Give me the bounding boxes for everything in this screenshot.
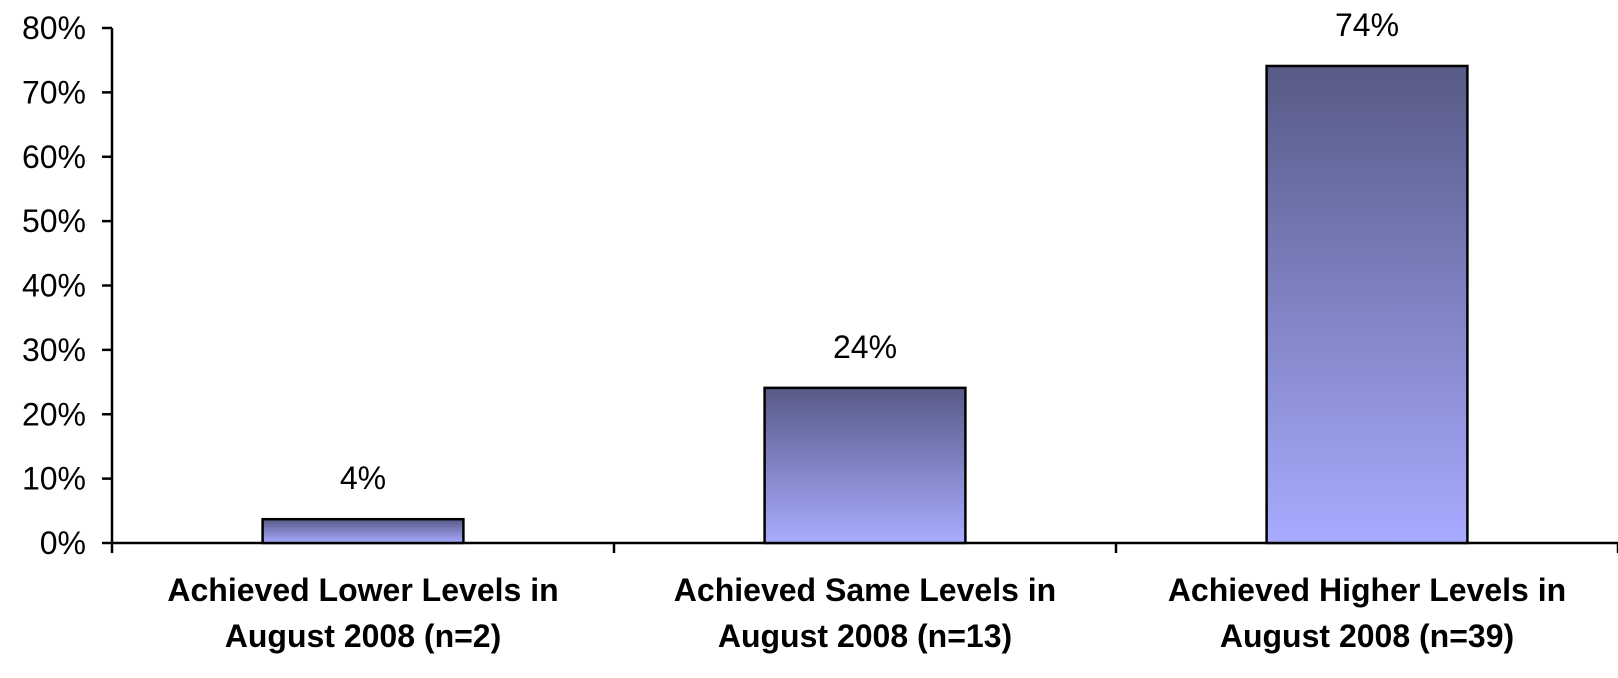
category-label: Achieved Lower Levels in bbox=[167, 572, 558, 608]
bars bbox=[261, 64, 1469, 545]
y-tick-label: 20% bbox=[22, 396, 86, 432]
bar bbox=[261, 517, 465, 545]
bar bbox=[763, 386, 967, 545]
y-tick-label: 10% bbox=[22, 461, 86, 497]
data-label: 24% bbox=[833, 329, 897, 365]
y-tick-label: 40% bbox=[22, 268, 86, 304]
category-label: Achieved Same Levels in bbox=[674, 572, 1056, 608]
bar bbox=[1265, 64, 1469, 545]
data-labels: 4% 24% 74% bbox=[340, 7, 1399, 496]
x-axis bbox=[110, 541, 1618, 553]
data-label: 74% bbox=[1335, 7, 1399, 43]
y-axis: 0% 10% 20% 30% 40% 50% 60% 70% 80% bbox=[22, 10, 114, 561]
category-label: August 2008 (n=2) bbox=[225, 618, 502, 654]
y-tick-label: 30% bbox=[22, 332, 86, 368]
category-label: August 2008 (n=13) bbox=[718, 618, 1012, 654]
category-label: Achieved Higher Levels in bbox=[1168, 572, 1566, 608]
category-labels: Achieved Lower Levels in August 2008 (n=2… bbox=[167, 572, 1566, 654]
y-tick-label: 0% bbox=[40, 525, 86, 561]
y-tick-label: 70% bbox=[22, 74, 86, 110]
y-tick-label: 60% bbox=[22, 139, 86, 175]
data-label: 4% bbox=[340, 460, 386, 496]
y-tick-label: 50% bbox=[22, 203, 86, 239]
y-tick-label: 80% bbox=[22, 10, 86, 46]
category-label: August 2008 (n=39) bbox=[1220, 618, 1514, 654]
